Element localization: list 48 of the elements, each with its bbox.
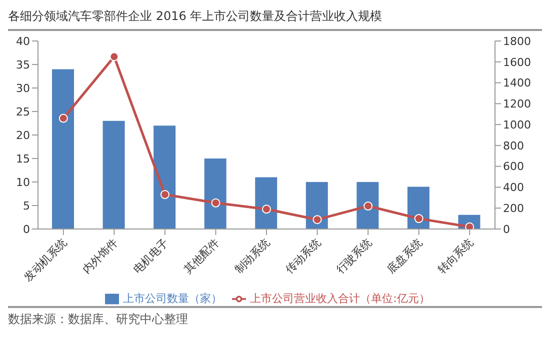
y-tick-label: 15 <box>16 152 30 166</box>
y2-tick-label: 400 <box>503 181 524 194</box>
point <box>262 204 271 214</box>
point <box>414 214 424 224</box>
y2-tick-label: 1000 <box>503 118 531 132</box>
y2-tick-label: 1400 <box>503 76 531 90</box>
point <box>110 52 119 62</box>
y-tick-label: 25 <box>16 105 30 118</box>
y-tick-label: 35 <box>16 58 30 72</box>
y2-tick-label: 800 <box>503 139 524 152</box>
bar <box>255 177 278 229</box>
y2-tick-label: 0 <box>503 222 510 236</box>
y-tick-label: 20 <box>16 128 30 142</box>
bar <box>102 120 125 229</box>
point <box>58 114 68 123</box>
y2-tick-label: 200 <box>503 202 524 216</box>
bar <box>204 158 226 229</box>
source-note: 数据来源：数据库、研究中心整理 <box>8 311 189 328</box>
point <box>211 198 220 208</box>
y-tick-label: 5 <box>23 199 30 212</box>
x-tick-label: 行驶系统 <box>334 236 374 276</box>
x-tick-label: 发动机系统 <box>21 236 70 284</box>
y2-tick-label: 600 <box>503 160 524 174</box>
bar <box>356 182 379 229</box>
x-tick-label: 传动系统 <box>283 236 324 276</box>
point <box>312 215 322 224</box>
chart-title: 各细分领域汽车零部件企业 2016 年上市公司数量及合计营业收入规模 <box>8 8 542 31</box>
bar <box>52 69 74 229</box>
x-tick-label: 电机电子 <box>130 236 172 276</box>
x-tick-label: 转向系统 <box>435 236 476 276</box>
x-tick-label: 内外饰件 <box>80 236 120 276</box>
x-tick-label: 其他配件 <box>182 236 222 276</box>
y-tick-label: 30 <box>16 82 30 95</box>
y2-tick-label: 1200 <box>503 98 531 111</box>
y-tick-label: 10 <box>16 176 30 189</box>
x-tick-label: 底盘系统 <box>384 236 425 276</box>
bar <box>306 182 328 229</box>
point <box>364 202 373 211</box>
point <box>160 190 170 200</box>
x-tick-label: 制动系统 <box>232 236 273 276</box>
y-tick-label: 40 <box>16 34 30 48</box>
legend-label: 上市公司数量（家） <box>123 292 222 305</box>
y2-tick-label: 1600 <box>503 56 531 69</box>
bar <box>407 186 430 229</box>
y-tick-label: 0 <box>23 222 30 236</box>
bar <box>154 126 176 229</box>
y2-tick-label: 1800 <box>503 34 531 48</box>
legend-label: 上市公司营业收入合计（单位:亿元） <box>250 292 430 305</box>
